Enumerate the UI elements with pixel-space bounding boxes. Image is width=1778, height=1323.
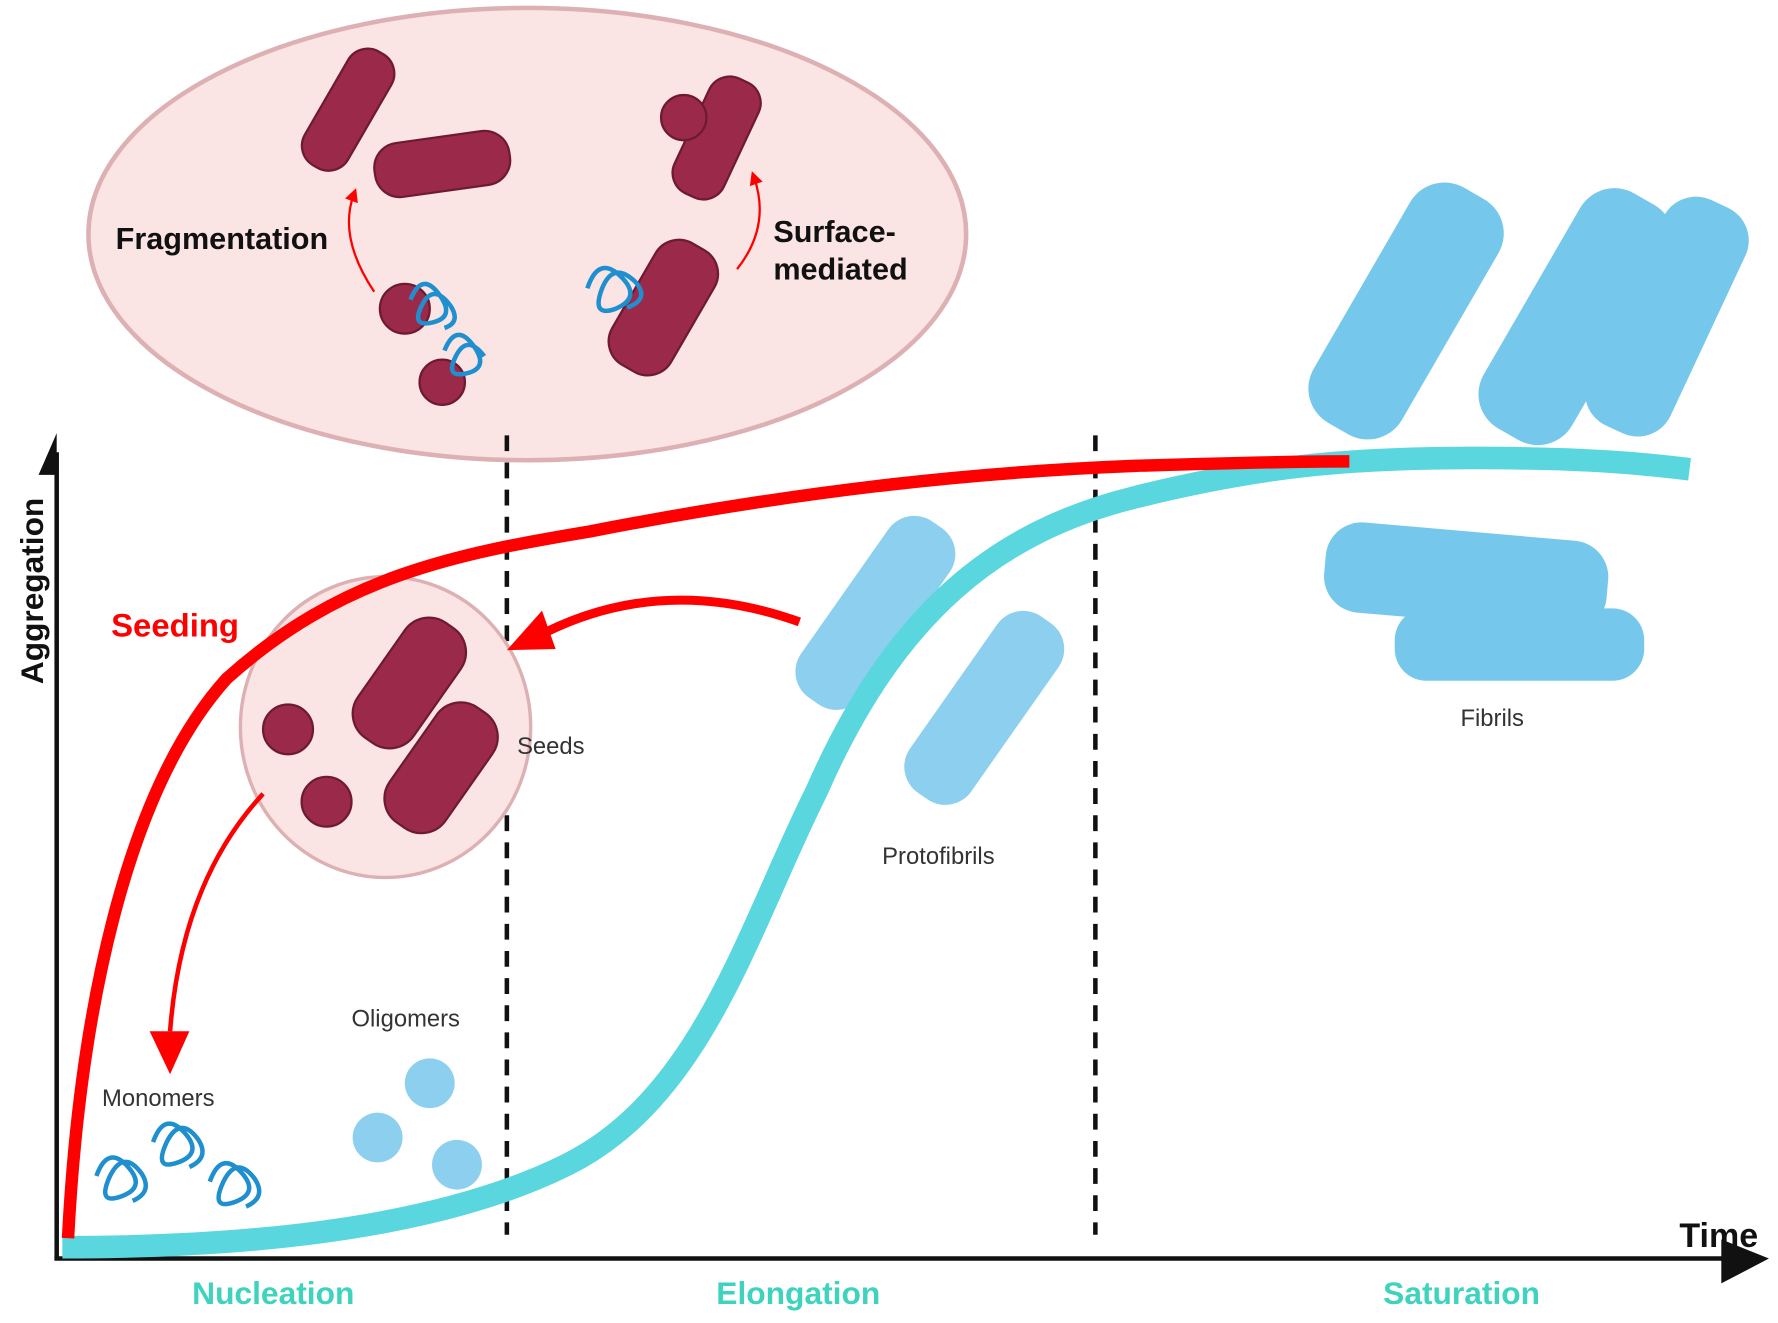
x-axis-arrowhead-icon	[1721, 1239, 1769, 1284]
protofibrils	[795, 515, 1065, 805]
protofibril-to-seeds-arrow	[530, 595, 801, 643]
fragmentation-aggregates	[300, 47, 512, 406]
fragmentation-label: Fragmentation	[116, 222, 329, 256]
protofibrils-label: Protofibrils	[882, 843, 995, 870]
y-axis-label: Aggregation	[14, 498, 50, 684]
oligomers-label: Oligomers	[352, 1006, 461, 1033]
fragmentation-arrow	[345, 188, 376, 293]
surface-mediated-aggregates	[607, 75, 762, 377]
seed-aggregates	[261, 616, 499, 835]
oligomer-clusters	[352, 1058, 482, 1190]
surface-mediated-label-line2: mediated	[773, 252, 907, 286]
surface-mediated-arrow	[736, 171, 763, 270]
seeds-to-monomers-arrow	[167, 792, 265, 1032]
seeding-label: Seeding	[111, 607, 239, 644]
protofibril-to-seeds-arrowhead-icon	[506, 610, 556, 651]
y-axis-arrowhead-icon	[38, 433, 57, 475]
monomer-coils	[94, 1121, 262, 1209]
fibrils-label: Fibrils	[1461, 705, 1525, 732]
phase-nucleation: Nucleation	[192, 1275, 354, 1311]
fibrils	[1308, 182, 1749, 681]
seeds-to-monomers-arrowhead-icon	[149, 1031, 190, 1075]
surface-mediated-label-line1: Surface-	[773, 215, 895, 249]
seeded-aggregation-curve	[61, 455, 1350, 1239]
monomers-label: Monomers	[102, 1085, 215, 1112]
phase-elongation: Elongation	[716, 1275, 880, 1311]
monomer-coils-inset	[408, 265, 644, 377]
seeds-label: Seeds	[517, 733, 585, 760]
phase-saturation: Saturation	[1383, 1275, 1540, 1311]
unseeded-aggregation-curve	[62, 446, 1691, 1259]
x-axis-label: Time	[1679, 1217, 1758, 1255]
